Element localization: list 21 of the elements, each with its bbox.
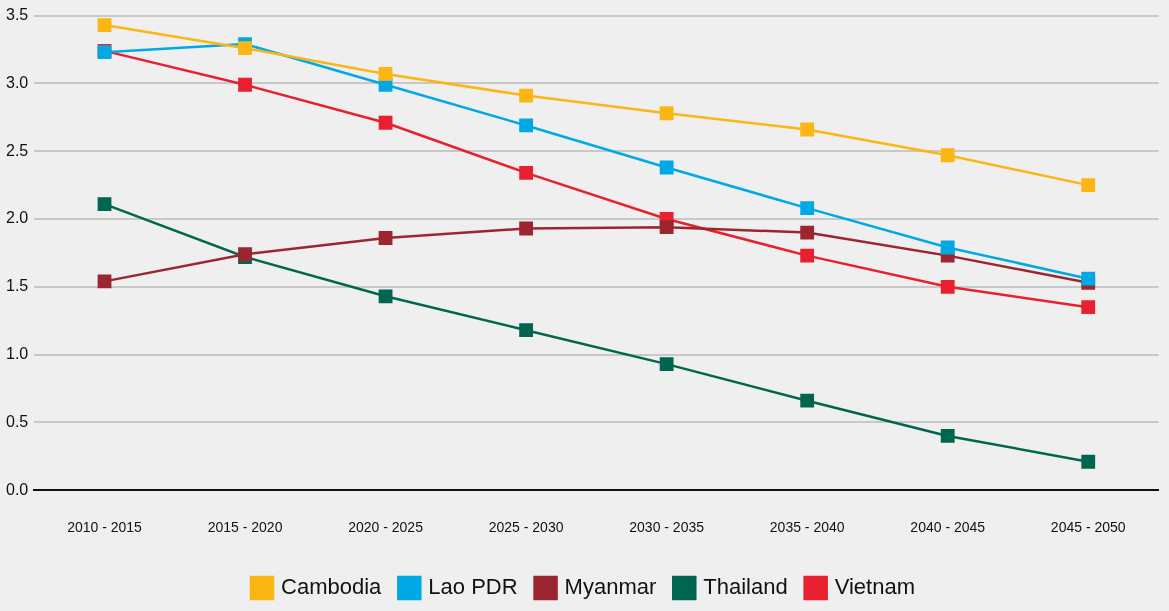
legend-label: Lao PDR bbox=[428, 574, 518, 600]
y-tick-label: 3.5 bbox=[5, 6, 29, 24]
x-tick-label: 2010 - 2015 bbox=[67, 519, 143, 536]
x-tick-label: 2025 - 2030 bbox=[488, 519, 564, 536]
y-tick-label: 0.5 bbox=[5, 412, 29, 430]
x-tick-label: 2030 - 2035 bbox=[629, 519, 705, 536]
y-tick-label: 3.0 bbox=[5, 73, 29, 91]
y-tick-label: 1.0 bbox=[5, 345, 29, 363]
x-tick-label: 2020 - 2025 bbox=[348, 519, 424, 536]
legend-label: Cambodia bbox=[281, 574, 383, 600]
x-tick-label: 2015 - 2020 bbox=[207, 519, 283, 536]
legend-label: Thailand bbox=[703, 574, 788, 600]
y-tick-label: 1.5 bbox=[5, 277, 29, 295]
y-tick-label: 2.5 bbox=[5, 141, 29, 159]
x-tick-label: 2045 - 2050 bbox=[1050, 519, 1126, 536]
x-tick-label: 2040 - 2045 bbox=[910, 519, 986, 536]
legend-label: Myanmar bbox=[564, 574, 657, 600]
legend-label: Vietnam bbox=[834, 574, 915, 600]
y-tick-label: 0.0 bbox=[5, 480, 29, 498]
y-tick-label: 2.0 bbox=[5, 209, 29, 227]
x-tick-label: 2035 - 2040 bbox=[769, 519, 845, 536]
